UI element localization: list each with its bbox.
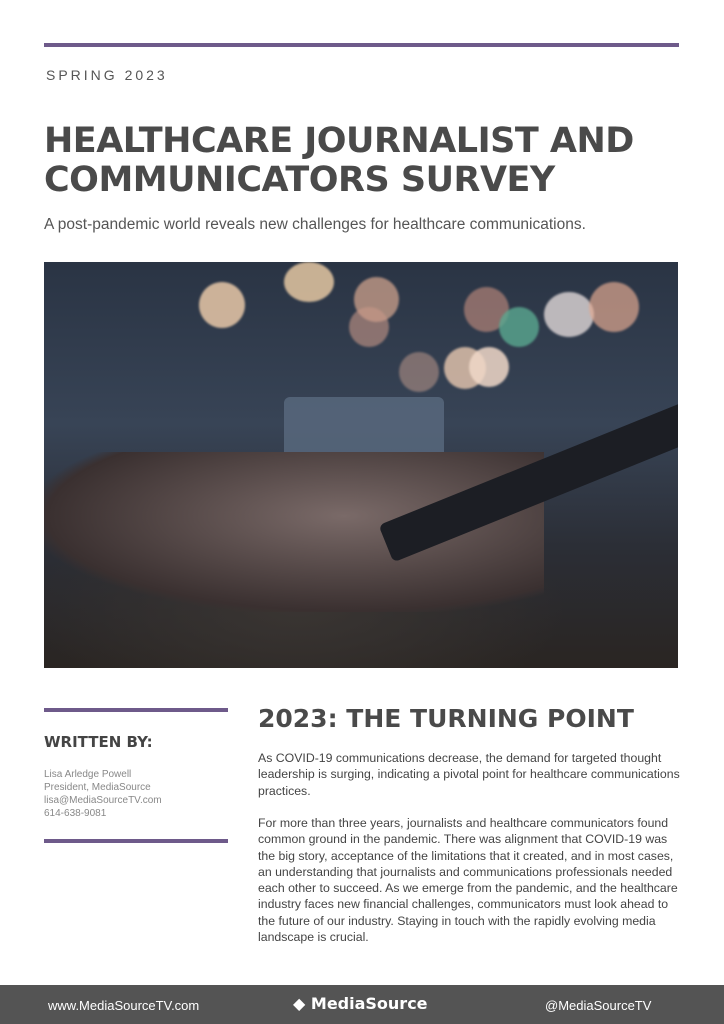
paragraph: For more than three years, journalists a…	[258, 816, 678, 945]
author-title: President, MediaSource	[44, 782, 151, 793]
hero-photo-hand-holding-phone	[44, 262, 678, 668]
author-info: Lisa Arledge Powell President, MediaSour…	[44, 768, 162, 820]
page-title: HEALTHCARE JOURNALIST AND COMMUNICATORS …	[44, 121, 634, 200]
hand	[44, 452, 544, 612]
footer-website-link[interactable]: www.MediaSourceTV.com	[48, 998, 200, 1013]
season-label: SPRING 2023	[46, 67, 168, 83]
footer: www.MediaSourceTV.com ◆ MediaSource @Med…	[0, 985, 724, 1024]
author-bottom-rule	[44, 839, 228, 843]
footer-social-handle[interactable]: @MediaSourceTV	[545, 998, 652, 1013]
top-rule	[44, 43, 679, 47]
author-email[interactable]: lisa@MediaSourceTV.com	[44, 795, 162, 806]
paragraph: As COVID-19 communications decrease, the…	[258, 751, 680, 798]
logo-diamond-icon: ◆	[293, 994, 306, 1013]
subtitle: A post-pandemic world reveals new challe…	[44, 216, 586, 233]
author-top-rule	[44, 708, 228, 712]
author-phone: 614-638-9081	[44, 808, 107, 819]
logo-text: MediaSource	[310, 994, 428, 1013]
mediasource-logo: ◆ MediaSource	[293, 994, 428, 1013]
written-by-heading: WRITTEN BY:	[44, 733, 153, 751]
author-name: Lisa Arledge Powell	[44, 769, 132, 780]
section-heading: 2023: THE TURNING POINT	[258, 704, 634, 733]
